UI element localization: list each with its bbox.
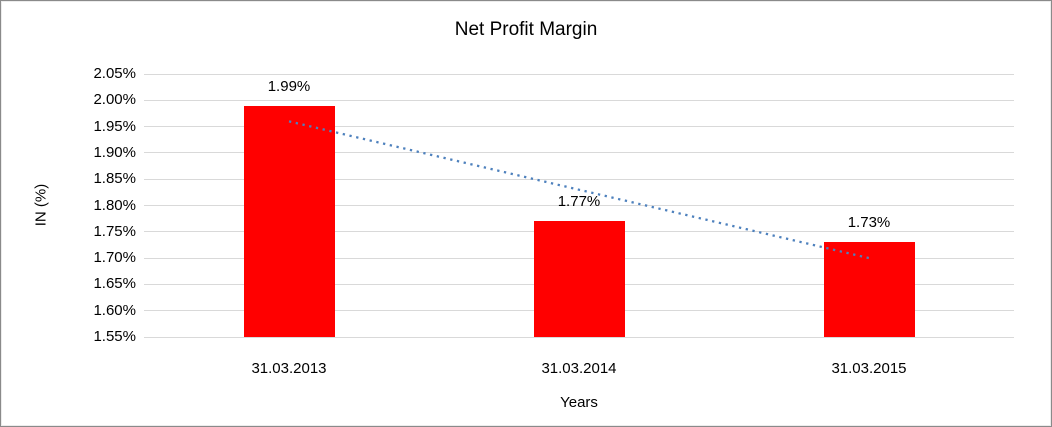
gridline	[144, 73, 1014, 75]
y-axis-tick-label: 1.65%	[93, 275, 136, 293]
y-axis-tick-label: 1.90%	[93, 143, 136, 161]
bar-data-label: 1.73%	[847, 214, 891, 232]
gridline	[144, 336, 1014, 338]
y-axis-tick-label: 1.55%	[93, 328, 136, 345]
bar-31.03.2015	[823, 242, 915, 337]
y-axis-tick-label: 2.05%	[93, 65, 136, 82]
chart-title: Net Profit Margin	[454, 19, 598, 40]
bar-data-label: 1.77%	[557, 193, 601, 211]
x-axis-tick-label: 31.03.2014	[541, 360, 617, 377]
x-axis-tick-label: 31.03.2013	[251, 360, 327, 377]
y-axis-tick-label: 2.00%	[93, 91, 136, 109]
y-axis-tick-label: 1.95%	[93, 117, 136, 135]
y-axis-tick-label: 1.60%	[93, 301, 136, 319]
y-axis-tick-label: 1.75%	[93, 222, 136, 240]
x-axis-title: Years	[560, 394, 598, 411]
x-axis-tick-label: 31.03.2015	[831, 360, 907, 377]
y-axis-tick-label: 1.85%	[93, 170, 136, 188]
bar-data-label: 1.99%	[267, 77, 311, 95]
y-axis-tick-label: 1.80%	[93, 196, 136, 214]
bar-31.03.2014	[533, 221, 625, 337]
gridline	[144, 99, 1014, 101]
bar-31.03.2013	[243, 105, 335, 337]
y-axis-tick-label: 1.70%	[93, 249, 136, 267]
